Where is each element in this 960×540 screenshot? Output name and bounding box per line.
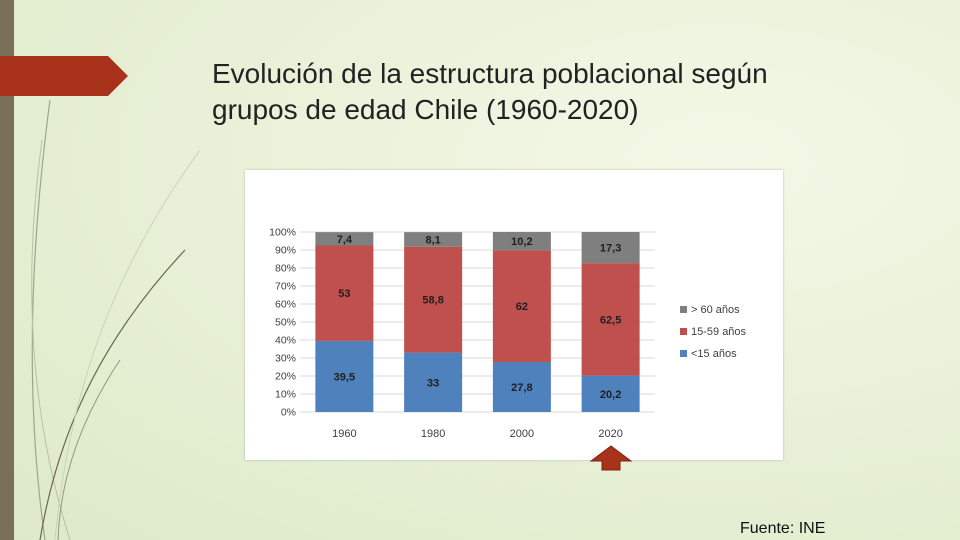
data-label: 33 [427,377,439,389]
bar-segment [404,232,463,247]
data-label: 62 [516,301,528,313]
data-label: 20,2 [600,389,621,401]
title-marker-tab [0,56,128,96]
bar-segment [492,250,551,362]
bar-segment [404,246,463,353]
bar-segment [492,361,551,412]
decorative-lines [31,99,201,540]
bar-segment [315,340,374,412]
population-chart: 0% 10% 20% 30% 40% 50% 60% 70% 80% 90% 100% 39,5 53 7… [245,170,783,460]
legend-swatch [680,350,687,357]
data-label: 17,3 [600,243,621,255]
y-tick-label: 10% [275,389,296,401]
data-label: 10,2 [511,236,532,248]
legend-swatch [680,328,687,335]
highlight-arrow-icon [590,445,632,471]
y-tick-label: 70% [275,281,296,293]
y-tick-label: 80% [275,263,296,275]
left-accent-bar [0,0,14,540]
data-label: 39,5 [334,371,355,383]
chart-svg: 0% 10% 20% 30% 40% 50% 60% 70% 80% 90% 100% 39,5 53 7… [269,227,747,441]
legend-label: <15 años [691,348,737,360]
source-note: Fuente: INE [740,520,826,537]
bar-segment [581,232,640,264]
y-tick-label: 90% [275,245,296,257]
legend-swatch [680,306,687,313]
legend-label: > 60 años [691,304,740,316]
bar-segment [581,375,640,412]
y-tick-label: 40% [275,335,296,347]
x-tick-label: 1960 [332,428,356,440]
bar-segment [404,352,463,412]
data-label: 58,8 [422,295,443,307]
bar-segment [581,263,640,376]
y-tick-label: 100% [269,227,296,239]
x-tick-label: 2000 [510,428,534,440]
data-label: 27,8 [511,382,532,394]
y-tick-label: 50% [275,317,296,329]
x-tick-label: 1980 [421,428,445,440]
slide-title: Evolución de la estructura poblacional s… [212,56,912,128]
bar-segment [315,245,374,341]
legend-label: 15-59 años [691,326,747,338]
data-label: 8,1 [425,234,440,246]
slide-title-line-1: Evolución de la estructura poblacional s… [212,58,768,89]
x-tick-label: 2020 [598,428,622,440]
data-label: 53 [338,288,350,300]
bar-segment [315,232,374,246]
y-tick-label: 60% [275,299,296,311]
bar-segment [492,232,551,251]
y-tick-label: 20% [275,371,296,383]
data-label: 7,4 [337,234,353,246]
data-label: 62,5 [600,314,621,326]
slide-title-line-2: grupos de edad Chile (1960-2020) [212,94,639,125]
y-tick-label: 30% [275,353,296,365]
y-tick-label: 0% [281,407,296,419]
